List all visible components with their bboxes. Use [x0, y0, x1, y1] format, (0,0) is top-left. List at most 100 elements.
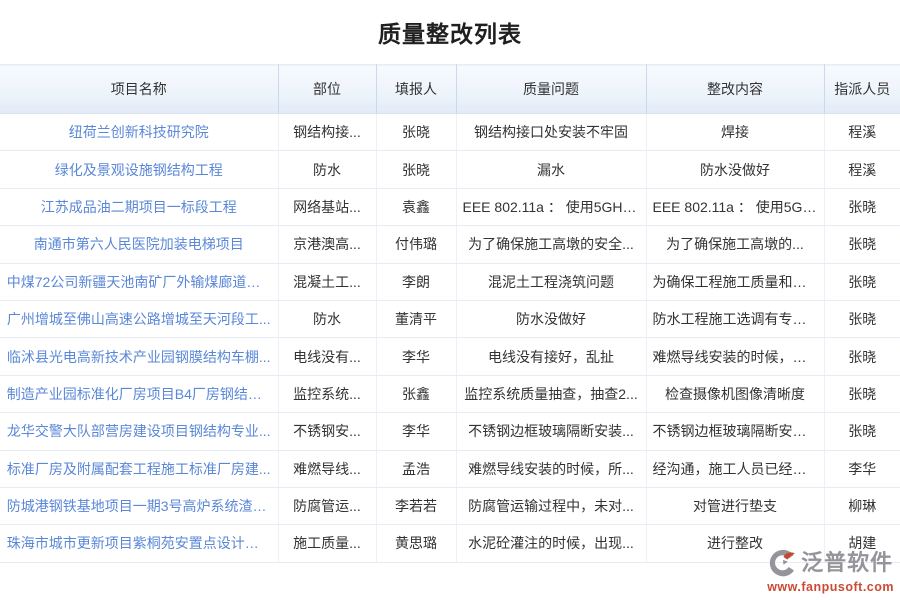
project-link[interactable]: 临沭县光电高新技术产业园钢膜结构车棚... [6, 348, 271, 365]
cell-assignee: 张晓 [824, 300, 900, 339]
cell-assignee: 胡建 [824, 524, 900, 563]
quality-rectification-table: 项目名称 部位 填报人 质量问题 整改内容 指派人员 纽荷兰创新科技研究院 钢结构接... 张… [0, 64, 900, 563]
cell-reporter: 袁鑫 [376, 188, 457, 227]
column-header-part: 部位 [278, 64, 377, 114]
table-row: 珠海市城市更新项目紫桐苑安置点设计项目 施工质量... 黄思璐 水泥砼灌注的时候，出现… [0, 524, 900, 563]
cell-rectification: EEE 802.11a ： 使用5GH... [646, 188, 825, 227]
table-row: 纽荷兰创新科技研究院 钢结构接... 张晓 钢结构接口处安装不牢固 焊接 程溪 [0, 113, 900, 152]
cell-rectification: 为了确保施工高墩的... [646, 225, 825, 264]
cell-project: 临沭县光电高新技术产业园钢膜结构车棚... [0, 337, 279, 376]
cell-reporter: 孟浩 [376, 450, 457, 488]
table-row: 制造产业园标准化厂房项目B4厂房钢结构... 监控系统... 张鑫 监控系统质量抽查，… [0, 375, 900, 414]
cell-reporter: 李若若 [376, 487, 457, 526]
project-link[interactable]: 江苏成品油二期项目一标段工程 [40, 198, 237, 215]
cell-project: 江苏成品油二期项目一标段工程 [0, 188, 279, 227]
cell-issue: 难燃导线安装的时候，所... [456, 450, 647, 488]
cell-issue: 不锈钢边框玻璃隔断安装... [456, 412, 647, 451]
cell-rectification: 防水没做好 [646, 150, 825, 189]
page-header: 质量整改列表 [0, 0, 900, 64]
column-header-reporter: 填报人 [376, 64, 457, 114]
cell-assignee: 柳琳 [824, 487, 900, 526]
cell-assignee: 张晓 [824, 412, 900, 451]
header-row: 项目名称 部位 填报人 质量问题 整改内容 指派人员 [0, 64, 900, 114]
cell-rectification: 对管进行垫支 [646, 487, 825, 526]
cell-assignee: 程溪 [824, 150, 900, 189]
column-header-rectification: 整改内容 [646, 64, 825, 114]
cell-part: 不锈钢安... [278, 412, 377, 451]
cell-part: 钢结构接... [278, 113, 377, 152]
vendor-logo-text: 泛普软件 [801, 550, 894, 575]
cell-part: 网络基站... [278, 188, 377, 227]
cell-reporter: 李华 [376, 412, 457, 451]
vendor-logo-url: www.fanpusoft.com [767, 580, 894, 594]
table-row: 南通市第六人民医院加装电梯项目 京港澳高... 付伟璐 为了确保施工高墩的安全... 为… [0, 225, 900, 264]
cell-project: 制造产业园标准化厂房项目B4厂房钢结构... [0, 375, 279, 414]
cell-project: 珠海市城市更新项目紫桐苑安置点设计项目 [0, 524, 279, 563]
table-row: 中煤72公司新疆天池南矿厂外输煤廊道副... 混凝土工... 李朗 混泥土工程浇筑问题… [0, 263, 900, 301]
table-row: 防城港钢铁基地项目一期3号高炉系统渣处... 防腐管运... 李若若 防腐管运输过程中… [0, 487, 900, 526]
cell-assignee: 张晓 [824, 225, 900, 264]
cell-reporter: 张鑫 [376, 375, 457, 414]
project-link[interactable]: 制造产业园标准化厂房项目B4厂房钢结构... [6, 385, 271, 402]
page-title: 质量整改列表 [378, 21, 522, 47]
project-link[interactable]: 防城港钢铁基地项目一期3号高炉系统渣处... [6, 498, 271, 515]
vendor-logo: 泛普软件 www.fanpusoft.com [767, 548, 894, 594]
cell-part: 难燃导线... [278, 450, 377, 488]
cell-project: 标准厂房及附属配套工程施工标准厂房建... [0, 450, 279, 488]
project-link[interactable]: 珠海市城市更新项目紫桐苑安置点设计项目 [6, 535, 271, 552]
cell-reporter: 李朗 [376, 263, 457, 301]
cell-part: 监控系统... [278, 375, 377, 414]
cell-assignee: 程溪 [824, 113, 900, 152]
project-link[interactable]: 中煤72公司新疆天池南矿厂外输煤廊道副... [6, 273, 271, 290]
cell-part: 防水 [278, 300, 377, 339]
cell-project: 广州增城至佛山高速公路增城至天河段工... [0, 300, 279, 339]
cell-issue: 电线没有接好，乱扯 [456, 337, 647, 376]
column-header-issue: 质量问题 [456, 64, 647, 114]
cell-reporter: 董清平 [376, 300, 457, 339]
cell-project: 南通市第六人民医院加装电梯项目 [0, 225, 279, 264]
cell-part: 防腐管运... [278, 487, 377, 526]
project-link[interactable]: 标准厂房及附属配套工程施工标准厂房建... [6, 460, 271, 477]
cell-assignee: 张晓 [824, 188, 900, 227]
cell-rectification: 不锈钢边框玻璃隔断安装... [646, 412, 825, 451]
cell-rectification: 防水工程施工选调有专业... [646, 300, 825, 339]
cell-reporter: 黄思璐 [376, 524, 457, 563]
cell-part: 施工质量... [278, 524, 377, 563]
cell-rectification: 难燃导线安装的时候，所... [646, 337, 825, 376]
cell-rectification: 焊接 [646, 113, 825, 152]
cell-project: 防城港钢铁基地项目一期3号高炉系统渣处... [0, 487, 279, 526]
cell-assignee: 张晓 [824, 375, 900, 414]
table-row: 广州增城至佛山高速公路增城至天河段工... 防水 董清平 防水没做好 防水工程施工选调有… [0, 300, 900, 339]
cell-reporter: 李华 [376, 337, 457, 376]
cell-project: 龙华交警大队部营房建设项目钢结构专业... [0, 412, 279, 451]
cell-assignee: 张晓 [824, 263, 900, 301]
project-link[interactable]: 绿化及景观设施钢结构工程 [54, 161, 223, 178]
cell-reporter: 张晓 [376, 150, 457, 189]
cell-issue: 漏水 [456, 150, 647, 189]
table-header: 项目名称 部位 填报人 质量问题 整改内容 指派人员 [0, 64, 900, 114]
cell-reporter: 张晓 [376, 113, 457, 152]
table-row: 绿化及景观设施钢结构工程 防水 张晓 漏水 防水没做好 程溪 [0, 150, 900, 189]
cell-project: 绿化及景观设施钢结构工程 [0, 150, 279, 189]
project-link[interactable]: 广州增城至佛山高速公路增城至天河段工... [6, 311, 271, 328]
table-row: 龙华交警大队部营房建设项目钢结构专业... 不锈钢安... 李华 不锈钢边框玻璃隔断安… [0, 412, 900, 451]
cell-issue: 水泥砼灌注的时候，出现... [456, 524, 647, 563]
table-body: 纽荷兰创新科技研究院 钢结构接... 张晓 钢结构接口处安装不牢固 焊接 程溪 绿化及景观设… [0, 113, 900, 563]
cell-rectification: 检查摄像机图像清晰度 [646, 375, 825, 414]
table-row: 江苏成品油二期项目一标段工程 网络基站... 袁鑫 EEE 802.11a ： 使用5… [0, 188, 900, 227]
project-link[interactable]: 南通市第六人民医院加装电梯项目 [33, 236, 244, 253]
cell-issue: 防腐管运输过程中，未对... [456, 487, 647, 526]
cell-reporter: 付伟璐 [376, 225, 457, 264]
project-link[interactable]: 纽荷兰创新科技研究院 [68, 124, 209, 141]
column-header-assignee: 指派人员 [824, 64, 900, 114]
cell-issue: 混泥土工程浇筑问题 [456, 263, 647, 301]
cell-project: 纽荷兰创新科技研究院 [0, 113, 279, 152]
cell-part: 防水 [278, 150, 377, 189]
project-link[interactable]: 龙华交警大队部营房建设项目钢结构专业... [6, 423, 271, 440]
cell-issue: 监控系统质量抽查，抽查2... [456, 375, 647, 414]
fanpu-logo-icon [768, 548, 798, 578]
cell-part: 电线没有... [278, 337, 377, 376]
table-row: 临沭县光电高新技术产业园钢膜结构车棚... 电线没有... 李华 电线没有接好，乱扯难… [0, 337, 900, 376]
cell-rectification: 经沟通，施工人员已经更... [646, 450, 825, 488]
